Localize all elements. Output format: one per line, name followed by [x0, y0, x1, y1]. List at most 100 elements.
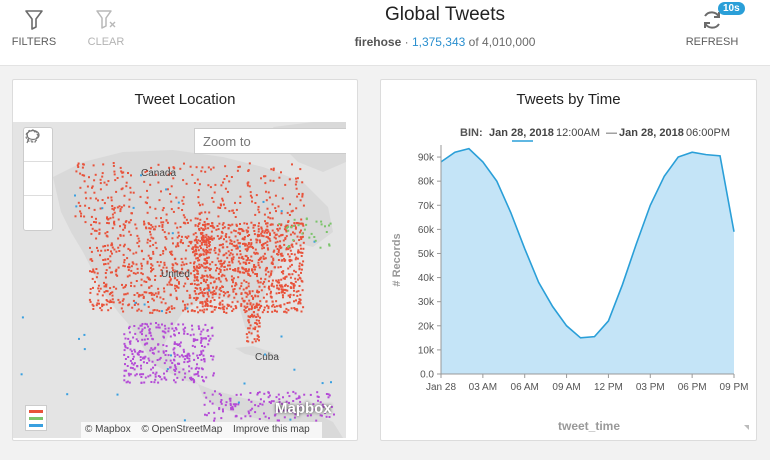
- tweet-dot: [183, 419, 186, 422]
- tweet-dot: [183, 263, 186, 266]
- tweet-dot: [301, 195, 304, 198]
- tweet-dot: [101, 303, 104, 306]
- tweet-dot: [146, 362, 149, 364]
- tweet-dot: [156, 295, 158, 298]
- tweet-dot: [160, 301, 163, 304]
- time-chart[interactable]: BIN: Jan 28, 2018 12:00AM — Jan 28, 2018…: [383, 115, 756, 440]
- tweet-dot: [194, 287, 197, 289]
- tweet-dot: [257, 208, 260, 211]
- range-start-date[interactable]: Jan 28, 2018: [489, 127, 554, 139]
- tweet-dot: [257, 392, 259, 394]
- tweet-dot: [211, 222, 214, 225]
- tweet-dot: [111, 294, 114, 297]
- tweet-dot: [271, 279, 274, 282]
- tweet-dot: [263, 285, 266, 288]
- resize-handle-icon[interactable]: [744, 425, 749, 430]
- tweet-dot: [150, 284, 153, 287]
- tweet-dot: [193, 310, 196, 313]
- tweet-dot: [194, 248, 197, 251]
- tweet-dot: [121, 303, 124, 306]
- tweet-dot: [153, 309, 156, 311]
- tweet-dot: [83, 174, 86, 177]
- tweet-map[interactable]: Canada United Cuba Mapbox © Mapbox © Ope…: [13, 122, 346, 438]
- tweet-dot: [300, 255, 303, 257]
- tweet-dot: [66, 393, 69, 396]
- tweet-dot: [223, 238, 225, 241]
- tweet-dot: [126, 365, 129, 367]
- tweet-dot: [111, 246, 114, 249]
- tweet-dot: [287, 309, 290, 312]
- y-tick-label: 10k: [418, 345, 435, 356]
- tweet-dot: [222, 308, 225, 311]
- tweet-dot: [197, 357, 199, 359]
- tweet-dot: [239, 393, 242, 396]
- range-start-time[interactable]: 12:00AM: [556, 127, 600, 139]
- tweet-dot: [107, 222, 110, 225]
- range-end-time[interactable]: 06:00PM: [686, 127, 730, 139]
- tweet-dot: [283, 277, 286, 280]
- tweet-dot: [140, 278, 143, 281]
- tweet-dot: [292, 283, 295, 285]
- refresh-button[interactable]: 10s REFRESH: [682, 2, 745, 48]
- tweet-dot: [201, 292, 204, 295]
- tweet-dot: [253, 268, 256, 271]
- tweet-dot: [202, 295, 205, 298]
- attribution-osm[interactable]: © OpenStreetMap: [141, 424, 223, 435]
- lasso-select-tool[interactable]: [24, 129, 52, 230]
- tweet-dot: [290, 307, 293, 310]
- tweet-dot: [286, 211, 289, 214]
- tweet-dot: [218, 222, 221, 225]
- tweet-dot: [168, 276, 171, 278]
- tweet-dot: [201, 345, 203, 347]
- tweet-dot: [242, 242, 244, 245]
- map-legend[interactable]: [25, 405, 47, 431]
- tweet-dot: [194, 224, 197, 227]
- zoom-to-input[interactable]: [194, 128, 346, 154]
- filters-button[interactable]: FILTERS: [4, 8, 64, 48]
- tweet-dot: [266, 225, 269, 228]
- tweet-dot: [212, 355, 215, 358]
- attribution-improve[interactable]: Improve this map: [233, 424, 310, 435]
- tweet-dot: [179, 167, 182, 170]
- tweet-dot: [262, 235, 265, 238]
- tweet-dot: [300, 218, 303, 221]
- tweet-dot: [142, 356, 145, 359]
- attribution-mapbox[interactable]: © Mapbox: [85, 424, 131, 435]
- tweet-dot: [260, 244, 263, 246]
- tweet-dot: [221, 223, 224, 226]
- clear-button[interactable]: CLEAR: [76, 8, 136, 48]
- tweet-dot: [292, 411, 295, 414]
- tweet-dot: [300, 310, 303, 313]
- tweet-dot: [212, 374, 215, 377]
- tweet-dot: [85, 197, 88, 200]
- tweet-dot: [158, 225, 161, 228]
- map-canvas[interactable]: [13, 122, 346, 438]
- tweet-dot: [176, 242, 179, 245]
- time-chart-svg[interactable]: BIN: Jan 28, 2018 12:00AM — Jan 28, 2018…: [383, 115, 756, 440]
- tweet-dot: [242, 257, 245, 260]
- tweet-dot: [298, 262, 301, 265]
- tweet-dot: [193, 182, 196, 184]
- tweet-dot: [89, 197, 92, 200]
- tweet-dot: [286, 302, 289, 304]
- tweet-dot: [121, 175, 124, 178]
- tweet-dot: [199, 341, 202, 344]
- tweet-dot: [193, 283, 196, 286]
- tweet-dot: [140, 272, 143, 275]
- tweet-dot: [113, 221, 115, 224]
- tweet-dot: [219, 269, 222, 271]
- tweet-dot: [184, 306, 187, 309]
- tweet-dot: [99, 287, 102, 290]
- tweet-dot: [294, 183, 297, 186]
- tweet-dot: [285, 226, 288, 229]
- polygon-select-tool[interactable]: [24, 129, 52, 196]
- circle-select-tool[interactable]: [24, 128, 52, 162]
- tweet-dot: [150, 257, 153, 260]
- tweet-dot: [239, 253, 242, 256]
- tweet-dot: [154, 378, 157, 381]
- tweet-dot: [142, 373, 145, 376]
- range-end-date[interactable]: Jan 28, 2018: [619, 127, 684, 139]
- tweet-dot: [257, 405, 260, 408]
- tweet-dot: [150, 263, 153, 266]
- tweet-dot: [330, 381, 332, 384]
